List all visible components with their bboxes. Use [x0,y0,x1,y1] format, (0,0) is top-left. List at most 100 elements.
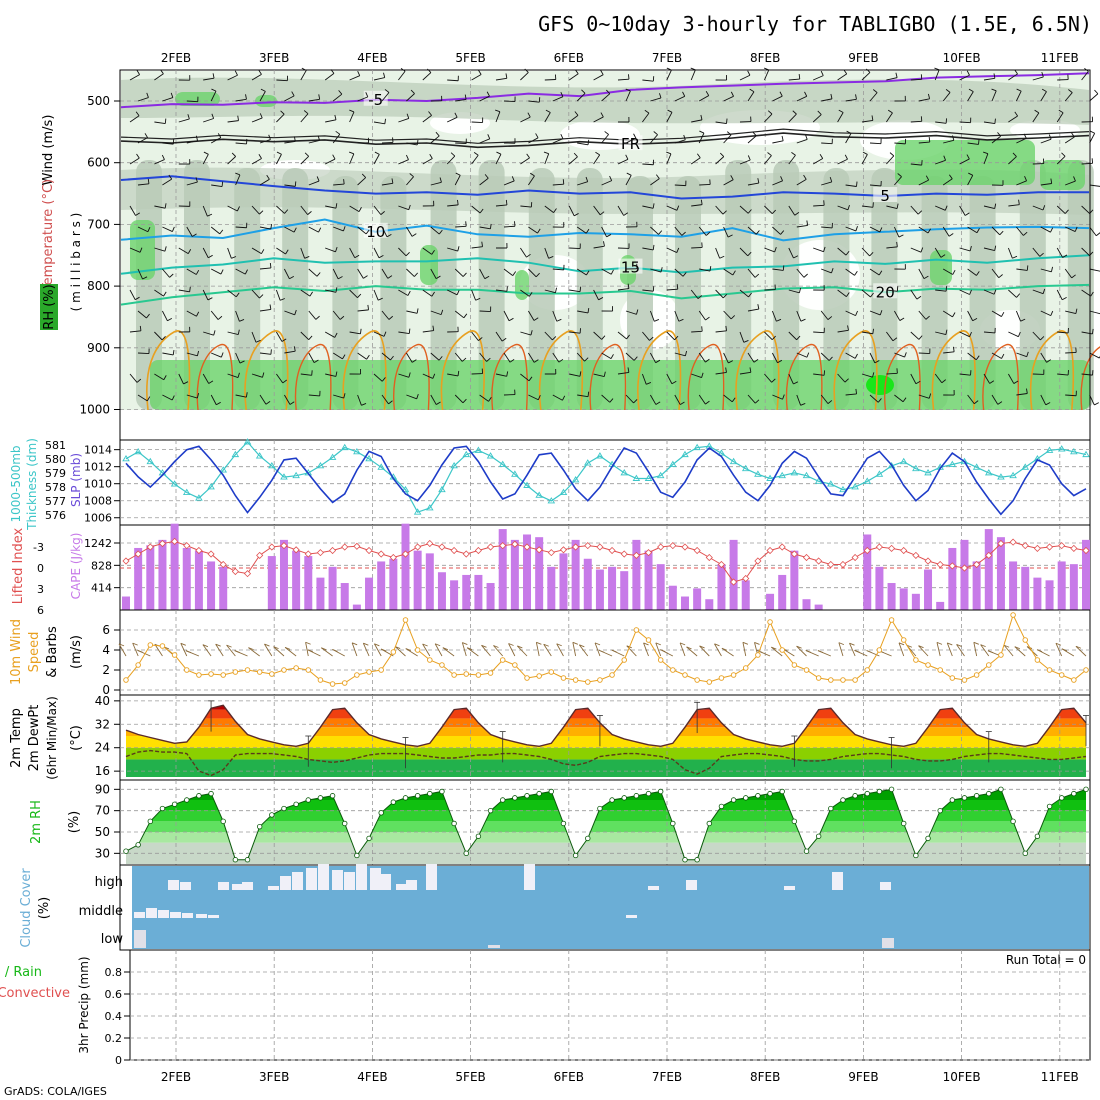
wind-barb [381,310,390,320]
wind-barb-flag [239,319,245,322]
cape-bar [474,574,483,610]
thickness-point [839,485,847,493]
wind-barb [666,112,673,123]
wind-barb [471,121,483,123]
wind-barb-flag [879,227,883,233]
rh2m-point [512,795,518,801]
bottom-date-label: 3FEB [259,1070,289,1084]
wind-barb [577,181,588,186]
wind-barb [479,138,490,144]
wind-barb-flag [484,174,489,179]
wind-barb-flag [211,113,215,119]
wind-barb-flag [553,208,557,213]
wind-barb [454,310,465,319]
wind-barb [568,205,575,217]
wind-barb [1056,205,1066,214]
wind-barb-flag [135,212,141,216]
wind-barb-flag [700,199,703,205]
wind-barb [691,119,703,123]
wind-barb [764,113,773,123]
run-total-annotation: Run Total = 0 [1006,953,1086,967]
wind-barb [186,100,198,103]
wind-barb [576,352,585,362]
cape-bar [911,593,920,610]
wind-barb [520,205,532,208]
wind-barb [202,373,210,384]
surface-wind-barb-flag [264,643,270,647]
wind-barb [1016,137,1027,144]
surface-wind-barb-flag [987,650,994,654]
wind-barb [601,180,612,186]
bottom-date-label: 5FEB [455,1070,485,1084]
wind-barb [796,310,802,322]
wind-barb-flag [934,67,940,71]
wind-barb-flag [207,213,213,217]
thickness-point [182,488,191,495]
surface-wind-barb-flag [898,642,905,646]
wind-barb [398,205,409,211]
wind-barb [698,226,707,236]
lifted-index-point [1070,544,1078,552]
wind-barb-flag [1071,132,1075,138]
cape-bar [523,534,532,610]
surface-wind-barb [898,642,905,657]
wind-barb [251,331,257,343]
wind-barb-flag [530,172,535,177]
wind-barb [1056,156,1066,165]
high-cloud-cell [242,882,253,890]
wind-barb-flag [585,176,589,182]
wind-barb-flag [307,211,312,215]
wind-barb [495,289,507,292]
wind-speed-point [256,669,263,675]
wind-barb [739,74,751,81]
wind-barb [520,116,531,123]
cape-bar [401,523,410,610]
wind-speed-point [390,649,397,655]
wind-barb [333,394,344,399]
wind-barb [821,226,833,229]
wind-barb-flag [598,297,604,301]
cape-bar [450,580,459,610]
wind-speed-point [427,657,433,663]
dewpoint-line [125,749,1087,777]
wind-barb [886,372,898,375]
wind-barb [259,91,266,102]
wind10m-label-3: & Barbs [45,626,60,678]
wind-speed-point [196,672,202,678]
surface-wind-barb-flag [817,650,824,653]
wind-barb [520,157,530,165]
rh2m-point [548,788,555,795]
wind-barb [186,310,197,317]
wind-speed-point [900,637,907,643]
wind-barb [129,247,141,253]
wind-barb-flag [505,199,508,205]
wind-barb [154,159,165,165]
cape-bar [377,561,386,610]
wind-barb-flag [581,89,586,94]
y-tick-label: 0 [102,683,110,697]
thickness-point [717,449,726,456]
wind-barb [837,289,847,297]
wind-barb-flag [793,381,799,385]
wind-barb [772,394,783,400]
wind-barb-flag [435,131,440,137]
wind-barb [300,70,307,81]
wind-barb-flag [462,398,467,404]
wind-barb-flag [358,207,362,212]
lifted-index-point [851,553,859,562]
wind-barb [406,176,414,186]
wind-speed-point [184,667,190,673]
wind-barb-flag [438,229,443,235]
wind-barb-flag [427,68,432,73]
rh2m-point [1058,795,1065,801]
rh2m-point [1034,833,1041,839]
high-cloud-cell [218,882,229,890]
wind-barb-flag [869,252,874,257]
wind-barb [593,289,599,301]
wind-speed-point [815,675,822,681]
wind-barb [723,352,729,364]
wind-barb [764,373,772,383]
wind-barb-flag [1039,252,1044,257]
